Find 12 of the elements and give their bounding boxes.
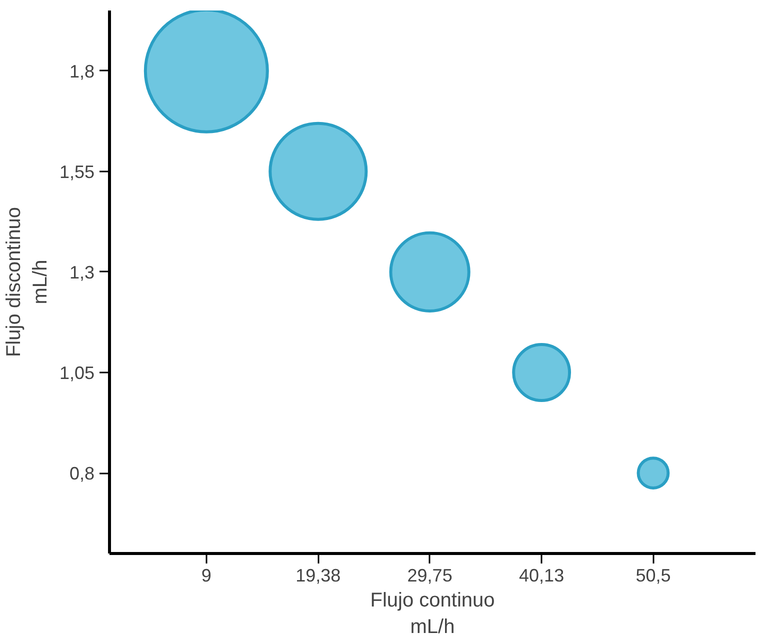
y-tick-label: 1,8 bbox=[69, 61, 95, 82]
y-tick-label: 1,3 bbox=[69, 262, 95, 282]
y-tick-label: 0,8 bbox=[69, 464, 95, 484]
x-tick-label: 50,5 bbox=[636, 566, 671, 586]
x-tick-label: 40,13 bbox=[519, 566, 564, 586]
x-tick-label: 9 bbox=[201, 566, 212, 586]
y-axis-title: Flujo discontinuo mL/h bbox=[3, 206, 52, 358]
x-axis-title: Flujo continuo mL/h bbox=[370, 590, 495, 638]
y-tick-label: 1,05 bbox=[59, 363, 95, 383]
x-tick-label: 19,38 bbox=[296, 566, 341, 586]
x-tick-label: 29,75 bbox=[407, 566, 452, 586]
y-tick-label: 1,55 bbox=[59, 162, 95, 182]
